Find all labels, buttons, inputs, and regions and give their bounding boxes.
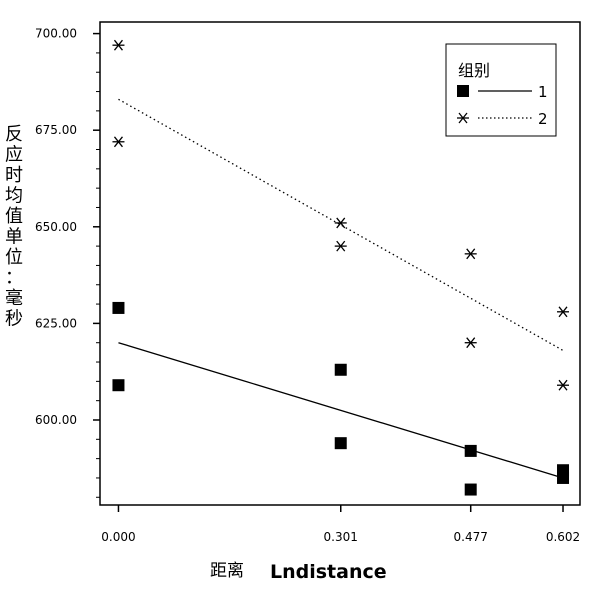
legend-asterisk-marker: [457, 112, 469, 124]
data-points: [112, 39, 570, 496]
y-axis-label: 反应时均值单位：毫秒: [5, 124, 23, 330]
y-tick-label: 700.00: [35, 27, 77, 41]
point-series-2-5: [464, 337, 477, 349]
point-series-2-3: [334, 240, 347, 252]
y-tick-label: 600.00: [35, 413, 77, 427]
legend-entry-1-label: 1: [538, 83, 548, 101]
x-axis-label-cn: 距离: [210, 561, 244, 581]
fit-line-series-1: [118, 342, 564, 479]
x-tick-label: 0.301: [324, 530, 358, 544]
legend-entry-2-label: 2: [538, 110, 548, 128]
point-series-2-7: [557, 379, 570, 391]
point-series-1-0: [112, 301, 125, 314]
point-series-2-6: [557, 306, 570, 318]
x-tick-label: 0.602: [546, 530, 580, 544]
legend-title: 组别: [458, 61, 490, 80]
x-axis-label-en: Lndistance: [270, 561, 387, 583]
x-axis: 0.000 0.301 0.477 0.602: [101, 505, 580, 544]
x-tick-label: 0.000: [101, 530, 135, 544]
point-series-2-4: [464, 248, 477, 260]
y-tick-label: 650.00: [35, 220, 77, 234]
point-series-1-4: [464, 444, 477, 457]
point-series-1-2: [334, 363, 347, 376]
fit-lines: [118, 98, 564, 479]
legend: 组别 1 2: [445, 43, 557, 137]
x-tick-label: 0.477: [454, 530, 488, 544]
y-axis: 600.00 625.00 650.00 675.00 700.00: [35, 27, 100, 498]
point-series-2-2: [334, 217, 347, 229]
legend-square-marker: [457, 85, 469, 97]
y-tick-label: 625.00: [35, 316, 77, 330]
point-series-1-5: [464, 483, 477, 496]
point-series-1-3: [334, 437, 347, 450]
point-series-2-0: [112, 39, 125, 51]
point-series-1-7: [557, 471, 570, 484]
y-tick-label: 675.00: [35, 123, 77, 137]
point-series-1-1: [112, 379, 125, 392]
fit-line-series-2: [118, 98, 564, 352]
point-series-2-1: [112, 136, 125, 148]
